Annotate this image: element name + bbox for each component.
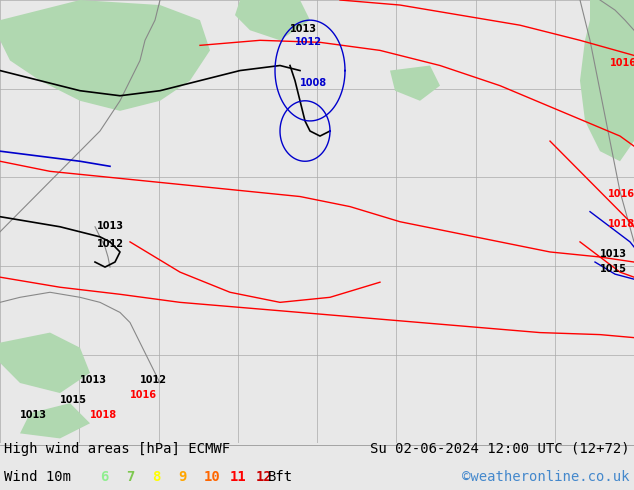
Polygon shape: [580, 0, 634, 161]
Polygon shape: [390, 66, 440, 101]
Text: 1018: 1018: [608, 219, 634, 229]
Text: 1016: 1016: [608, 189, 634, 198]
Text: 1012: 1012: [295, 37, 322, 48]
Text: Su 02-06-2024 12:00 UTC (12+72): Su 02-06-2024 12:00 UTC (12+72): [370, 441, 630, 456]
Text: Wind 10m: Wind 10m: [4, 470, 71, 484]
Text: 12: 12: [256, 470, 273, 484]
Text: 1016: 1016: [610, 57, 634, 68]
Polygon shape: [0, 333, 90, 393]
Text: 7: 7: [126, 470, 134, 484]
Text: 10: 10: [204, 470, 221, 484]
Text: 1013: 1013: [600, 249, 627, 259]
Text: 1012: 1012: [140, 375, 167, 385]
Text: 1013: 1013: [80, 375, 107, 385]
Text: 1013: 1013: [97, 221, 124, 231]
Polygon shape: [0, 0, 210, 111]
Text: 8: 8: [152, 470, 160, 484]
Text: 1012: 1012: [97, 239, 124, 249]
Text: High wind areas [hPa] ECMWF: High wind areas [hPa] ECMWF: [4, 441, 230, 456]
Text: Bft: Bft: [268, 470, 293, 484]
Text: 1016: 1016: [130, 390, 157, 400]
Text: 1008: 1008: [300, 78, 327, 88]
Text: 1015: 1015: [600, 264, 627, 274]
Text: 1013: 1013: [20, 410, 47, 420]
Text: 9: 9: [178, 470, 186, 484]
Text: ©weatheronline.co.uk: ©weatheronline.co.uk: [462, 470, 630, 484]
Text: 11: 11: [230, 470, 247, 484]
Text: 1018: 1018: [90, 410, 117, 420]
Text: 1013: 1013: [290, 24, 317, 34]
Polygon shape: [235, 0, 310, 40]
Polygon shape: [20, 403, 90, 439]
Text: 6: 6: [100, 470, 108, 484]
Text: 1015: 1015: [60, 395, 87, 405]
